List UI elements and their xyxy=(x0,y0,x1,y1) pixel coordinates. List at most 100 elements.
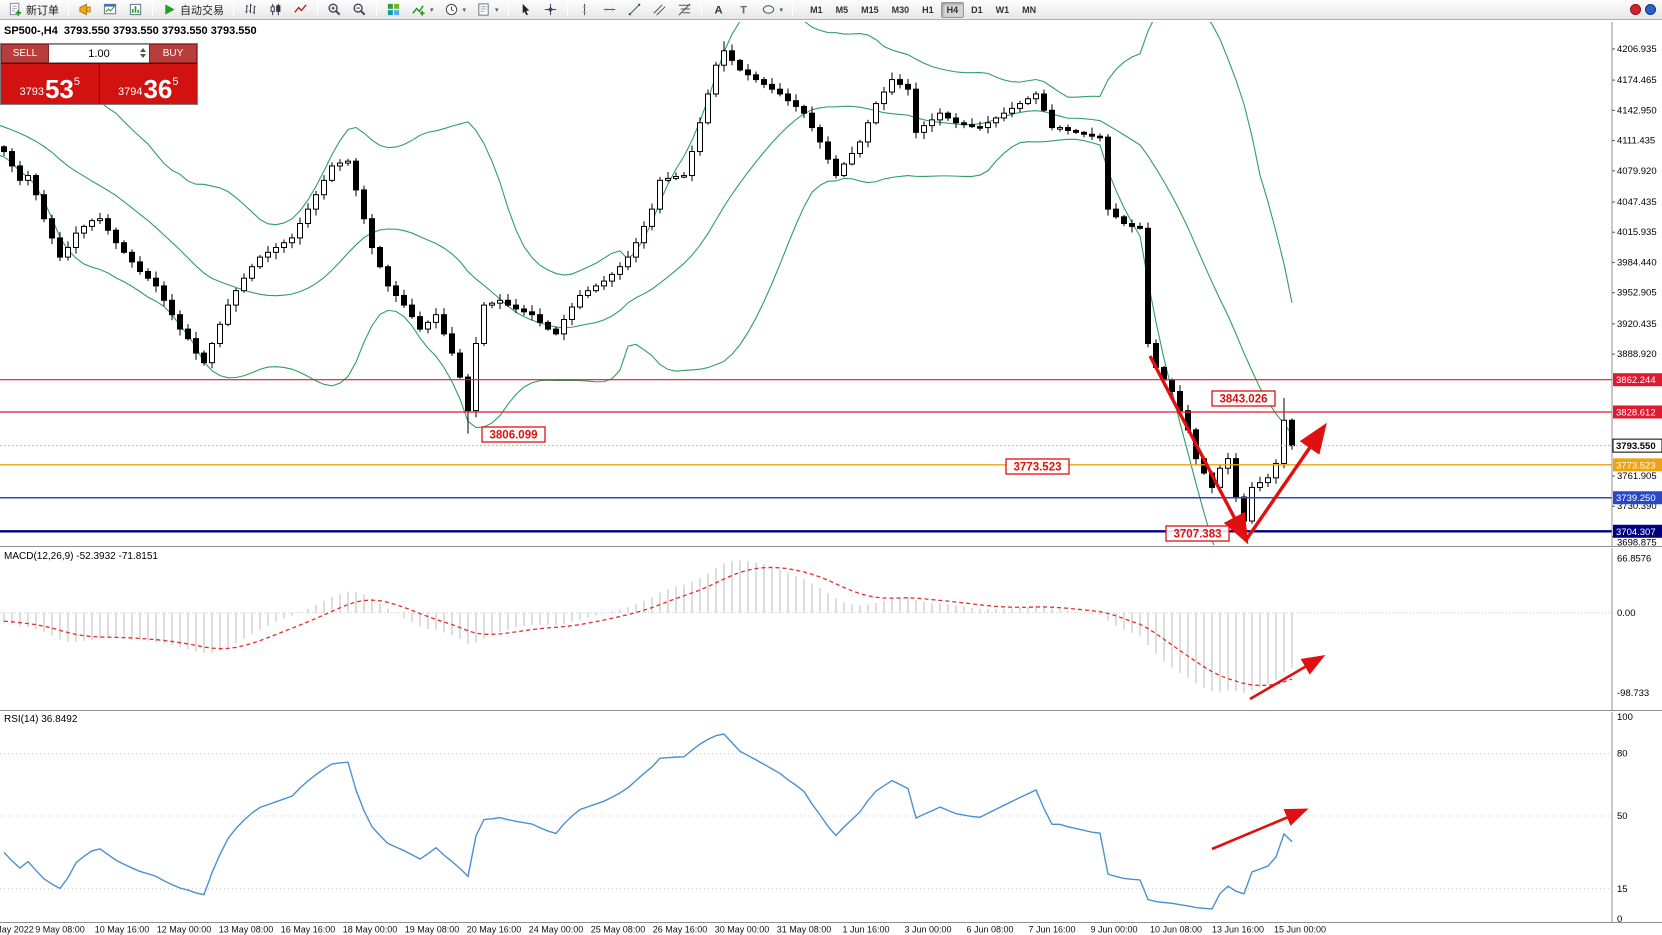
text-tool-button[interactable]: A xyxy=(707,1,730,19)
tile-windows-button[interactable] xyxy=(382,1,405,19)
svg-text:T: T xyxy=(740,5,747,17)
svg-text:24 May 00:00: 24 May 00:00 xyxy=(529,925,584,935)
timeframe-m15-button[interactable]: M15 xyxy=(861,4,879,15)
svg-text:4206.935: 4206.935 xyxy=(1617,44,1657,55)
price-axis[interactable]: 4206.935 4174.465 4142.950 4111.435 4079.920… xyxy=(1611,22,1662,922)
timeframe-mn-button[interactable]: MN xyxy=(1022,4,1037,15)
separator xyxy=(68,3,69,16)
sell-price-sup: 5 xyxy=(73,76,81,88)
svg-text:A: A xyxy=(714,5,722,17)
svg-text:0.00: 0.00 xyxy=(1617,608,1636,619)
svg-text:3952.905: 3952.905 xyxy=(1617,288,1657,299)
crosshair-icon xyxy=(544,3,556,16)
spinner-up-icon[interactable] xyxy=(140,48,146,52)
spinner-down-icon[interactable] xyxy=(140,54,146,58)
timeframe-m1-button[interactable]: M1 xyxy=(810,4,823,15)
caret-down-icon: ▾ xyxy=(779,6,784,14)
crosshair-button[interactable] xyxy=(539,1,562,19)
svg-text:6 Jun 08:00: 6 Jun 08:00 xyxy=(966,925,1013,935)
vertical-line-tool-button[interactable] xyxy=(573,1,596,19)
line-chart-mode-button[interactable] xyxy=(289,1,312,19)
market-depth-button[interactable] xyxy=(124,1,147,19)
svg-text:May 2022: May 2022 xyxy=(0,925,34,935)
separator xyxy=(507,3,509,16)
candlestick-mode-button[interactable] xyxy=(264,1,287,19)
channel-tool-button[interactable] xyxy=(648,1,671,19)
timeframe-w1-button[interactable]: W1 xyxy=(995,4,1010,15)
timeframe-m30-button[interactable]: M30 xyxy=(891,4,910,15)
sell-price[interactable]: 3793 53 5 xyxy=(1,64,99,104)
svg-text:16 May 16:00: 16 May 16:00 xyxy=(281,925,336,935)
horizontal-level-lines[interactable] xyxy=(0,379,1612,533)
svg-text:50: 50 xyxy=(1617,811,1628,822)
trendline-icon xyxy=(628,3,640,16)
templates-button[interactable]: ▾ xyxy=(472,1,503,19)
ohlc-bars-icon xyxy=(243,2,258,17)
timeframe-m5-button[interactable]: M5 xyxy=(835,4,849,15)
buy-price[interactable]: 3794 36 5 xyxy=(99,64,197,104)
caret-down-icon: ▾ xyxy=(430,6,434,14)
svg-text:10 May 16:00: 10 May 16:00 xyxy=(95,925,150,935)
volume-input[interactable]: 1.00 xyxy=(49,44,149,63)
zoom-out-button[interactable] xyxy=(348,1,371,19)
svg-text:30 May 00:00: 30 May 00:00 xyxy=(715,925,770,935)
indicators-button[interactable]: ▾ xyxy=(407,1,438,19)
svg-text:25 May 08:00: 25 May 08:00 xyxy=(591,925,646,935)
timeframe-h4-button[interactable]: H4 xyxy=(940,1,965,18)
svg-text:3707.383: 3707.383 xyxy=(1174,529,1222,541)
separator xyxy=(152,3,153,16)
label-tool-button[interactable]: T xyxy=(732,1,755,19)
chart-ohlc-header: SP500-,H4 3793.550 3793.550 3793.550 379… xyxy=(4,25,257,37)
svg-text:4047.435: 4047.435 xyxy=(1617,197,1657,208)
candlestick-icon xyxy=(268,2,283,17)
bar-chart-mode-button[interactable] xyxy=(239,1,262,19)
svg-text:4079.920: 4079.920 xyxy=(1617,166,1657,177)
price-annotation-labels[interactable]: 3843.026 3806.099 3773.523 3707.383 xyxy=(481,390,1276,542)
chart-window-button[interactable] xyxy=(99,1,122,19)
timeframe-h1-button[interactable]: H1 xyxy=(922,4,934,15)
svg-text:-98.733: -98.733 xyxy=(1617,688,1649,699)
caret-down-icon: ▾ xyxy=(495,6,499,14)
new-order-label: 新订单 xyxy=(26,4,59,17)
svg-text:0: 0 xyxy=(1617,914,1622,925)
caret-down-icon: ▾ xyxy=(462,6,467,14)
rsi-panel[interactable]: 100 80 50 15 0 xyxy=(0,712,1633,925)
zoom-in-icon xyxy=(327,2,342,17)
one-click-trading-panel: SELL 1.00 BUY 3793 53 5 3794 36 5 xyxy=(1,44,197,104)
svg-text:66.8576: 66.8576 xyxy=(1617,554,1651,565)
timeframe-d1-button[interactable]: D1 xyxy=(971,4,983,15)
cursor-button[interactable] xyxy=(514,1,537,19)
svg-text:7 Jun 16:00: 7 Jun 16:00 xyxy=(1028,925,1075,935)
svg-text:3828.612: 3828.612 xyxy=(1616,407,1656,418)
horizontal-line-tool-button[interactable] xyxy=(598,1,621,19)
svg-text:13 May 08:00: 13 May 08:00 xyxy=(219,925,274,935)
trend-arrows[interactable] xyxy=(1148,355,1327,851)
svg-text:19 May 08:00: 19 May 08:00 xyxy=(405,925,460,935)
buy-button[interactable]: BUY xyxy=(149,44,197,63)
autotrade-button[interactable]: 自动交易 xyxy=(158,1,228,19)
svg-text:3704.307: 3704.307 xyxy=(1616,527,1656,538)
periods-button[interactable]: ▾ xyxy=(440,1,471,19)
zoom-out-icon xyxy=(352,2,367,17)
new-order-button[interactable]: 新订单 xyxy=(4,1,63,19)
status-badge-blue-icon[interactable] xyxy=(1645,4,1656,15)
candlesticks xyxy=(1,41,1295,529)
clock-icon xyxy=(444,2,459,17)
histogram-icon xyxy=(128,2,143,17)
fibonacci-tool-button[interactable] xyxy=(673,1,696,19)
horizontal-line-icon xyxy=(602,7,617,12)
svg-text:3698.875: 3698.875 xyxy=(1617,537,1657,548)
buy-price-big: 36 xyxy=(143,74,173,104)
volume-spinner[interactable] xyxy=(140,48,146,58)
zoom-in-button[interactable] xyxy=(323,1,346,19)
status-badge-red-icon[interactable] xyxy=(1630,4,1641,15)
shapes-tool-button[interactable]: ▾ xyxy=(757,1,788,19)
sell-button[interactable]: SELL xyxy=(1,44,49,63)
svg-text:20 May 16:00: 20 May 16:00 xyxy=(467,925,522,935)
macd-panel[interactable]: 66.8576 0.00 -98.733 xyxy=(0,554,1651,699)
announcement-button[interactable] xyxy=(74,1,97,19)
trendline-tool-button[interactable] xyxy=(623,1,646,19)
svg-text:4015.935: 4015.935 xyxy=(1617,227,1657,238)
